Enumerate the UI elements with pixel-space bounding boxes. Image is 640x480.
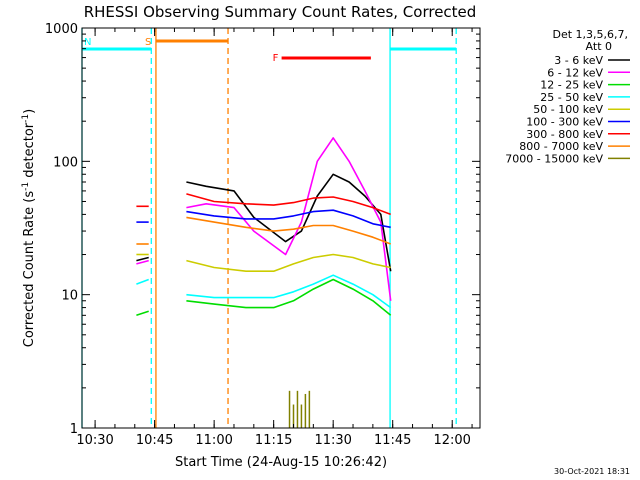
series-line xyxy=(186,137,392,301)
series-2 xyxy=(136,278,392,317)
y-axis-title-part: ) xyxy=(22,109,37,114)
x-tick-label: 11:15 xyxy=(255,433,292,448)
legend-label: 300 - 800 keV xyxy=(526,128,603,141)
annotation-saa: S xyxy=(145,28,229,428)
legend-label: 800 - 7000 keV xyxy=(519,140,603,153)
footer-timestamp: 30-Oct-2021 18:31 xyxy=(554,467,630,476)
annotation-night xyxy=(389,28,457,428)
y-tick-label: 10 xyxy=(61,289,78,304)
annotation-label: S xyxy=(145,37,151,48)
x-tick-label: 12:00 xyxy=(433,433,470,448)
annotation-label: F xyxy=(273,53,279,64)
x-axis-title: Start Time (24-Aug-15 10:26:42) xyxy=(175,455,387,470)
series-3 xyxy=(136,274,392,309)
y-axis-title-part: detector xyxy=(22,122,37,182)
y-axis-title: Corrected Count Rate (s-1 detector-1) xyxy=(21,109,37,347)
series-line xyxy=(186,173,392,272)
series-line xyxy=(136,278,149,285)
axes: 10:30 10:45 11:00 11:15 11:30 11:45 12:00 1 10 10… xyxy=(45,22,480,448)
y-axis-title-part: Corrected Count Rate (s xyxy=(22,191,37,348)
legend-label: 6 - 12 keV xyxy=(547,66,603,79)
legend-header-line: Att 0 xyxy=(586,40,612,53)
series-line xyxy=(136,259,149,265)
annotation-label: N xyxy=(84,37,91,48)
plot-frame xyxy=(81,27,481,429)
series-line xyxy=(186,193,391,216)
series-line xyxy=(186,209,391,229)
series-6 xyxy=(136,193,391,216)
x-tick-label: 10:30 xyxy=(76,433,113,448)
legend-label: 50 - 100 keV xyxy=(533,103,603,116)
y-tick-label: 1000 xyxy=(45,22,78,37)
series-line xyxy=(186,253,391,272)
y-tick-label: 100 xyxy=(53,155,78,170)
y-tick-label: 1 xyxy=(70,422,78,437)
y-axis-title-sup: -1 xyxy=(21,182,31,191)
series-5 xyxy=(136,209,391,229)
series-line xyxy=(136,310,149,317)
legend-label: 100 - 300 keV xyxy=(526,116,603,129)
x-tick-label: 11:45 xyxy=(374,433,411,448)
y-axis-title-sup: -1 xyxy=(21,114,31,123)
x-tick-label: 11:30 xyxy=(314,433,351,448)
legend-label: 12 - 25 keV xyxy=(540,79,603,92)
series-line xyxy=(136,256,149,262)
legend-header-line: Det 1,3,5,6,7, xyxy=(552,28,628,41)
series-4 xyxy=(136,253,391,272)
series-1 xyxy=(136,137,392,301)
annotation-flare: F xyxy=(273,53,371,64)
legend-label: 25 - 50 keV xyxy=(540,91,603,104)
series-0 xyxy=(136,173,392,272)
x-tick-label: 10:45 xyxy=(136,433,173,448)
series-8 xyxy=(288,390,311,428)
legend-label: 3 - 6 keV xyxy=(554,54,603,67)
series-line xyxy=(186,278,392,316)
x-tick-label: 11:00 xyxy=(195,433,232,448)
series-line xyxy=(186,216,391,245)
plot-area: S N F xyxy=(81,28,457,428)
chart-title: RHESSI Observing Summary Count Rates, Co… xyxy=(84,3,477,21)
legend-label: 7000 - 15000 keV xyxy=(505,152,603,165)
series-line xyxy=(186,274,392,309)
series-7 xyxy=(136,216,391,245)
